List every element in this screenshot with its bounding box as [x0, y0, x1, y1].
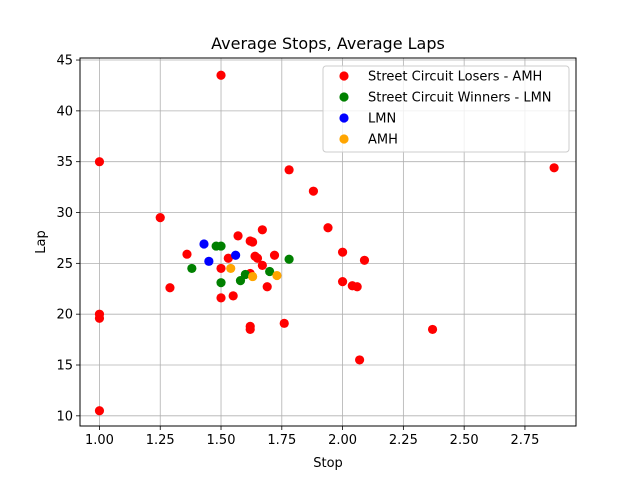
data-point-series-0 — [427, 324, 438, 335]
x-tick-label: 2.25 — [389, 433, 418, 448]
data-point-series-0 — [94, 406, 105, 416]
data-point-series-0 — [248, 237, 258, 247]
data-point-series-0 — [94, 157, 105, 167]
x-axis-title: Stop — [313, 456, 343, 471]
data-point-series-0 — [269, 250, 280, 260]
plot-frame — [79, 57, 577, 427]
data-point-series-0 — [216, 293, 226, 303]
data-point-series-3 — [272, 270, 282, 281]
legend-label: AMH — [368, 133, 398, 148]
chart-title: Average Stops, Average Laps — [211, 34, 445, 53]
y-tick-label: 15 — [56, 359, 73, 374]
x-tick-label: 2.50 — [450, 433, 479, 448]
data-point-series-0 — [337, 247, 348, 257]
data-point-series-0 — [223, 253, 233, 263]
y-tick-label: 10 — [56, 409, 73, 424]
legend-marker — [339, 92, 349, 102]
y-tick-label: 20 — [56, 308, 73, 323]
x-tick-label: 2.75 — [510, 433, 539, 448]
data-point-series-0 — [262, 282, 272, 292]
data-point-series-0 — [257, 225, 267, 235]
x-tick-label: 1.00 — [85, 433, 114, 448]
data-point-series-1 — [216, 278, 226, 288]
legend-marker — [339, 113, 349, 123]
axis-ticks: 1.00 1.25 1.50 1.75 2.00 2.25 2.50 2.75 10 15 20 25… — [56, 54, 539, 448]
data-point-series-0 — [216, 70, 226, 80]
x-tick-label: 1.25 — [146, 433, 175, 448]
data-point-series-0 — [257, 260, 267, 270]
y-tick-label: 40 — [56, 104, 73, 119]
data-point-series-0 — [216, 263, 226, 274]
data-point-series-0 — [352, 282, 362, 292]
data-point-series-0 — [359, 255, 370, 265]
data-point-series-0 — [279, 318, 289, 328]
data-point-series-0 — [337, 277, 348, 287]
data-point-series-1 — [216, 241, 226, 251]
data-point-series-2 — [199, 239, 209, 249]
data-points — [94, 70, 559, 416]
y-tick-label: 35 — [56, 155, 73, 170]
data-point-series-0 — [355, 355, 365, 365]
data-point-series-0 — [252, 253, 263, 263]
y-tick-label: 25 — [56, 257, 73, 272]
data-point-series-0 — [245, 324, 255, 335]
data-point-series-3 — [226, 263, 236, 274]
y-axis-title: Lap — [34, 230, 49, 253]
legend-label: Street Circuit Losers - AMH — [368, 70, 542, 85]
data-point-series-0 — [323, 223, 333, 233]
data-point-series-1 — [284, 254, 294, 264]
data-point-series-1 — [240, 269, 250, 280]
data-point-series-1 — [187, 263, 197, 274]
legend-label: LMN — [368, 112, 396, 127]
data-point-series-0 — [155, 213, 165, 223]
data-point-series-1 — [265, 266, 275, 277]
x-tick-label: 1.50 — [207, 433, 236, 448]
data-point-series-0 — [94, 313, 105, 323]
data-point-series-0 — [165, 283, 175, 293]
legend-marker — [339, 134, 349, 144]
legend-label: Street Circuit Winners - LMN — [368, 91, 552, 106]
legend-marker — [339, 71, 349, 81]
y-tick-label: 45 — [56, 54, 73, 69]
data-point-series-0 — [182, 249, 192, 259]
data-point-series-0 — [284, 165, 294, 175]
legend: Street Circuit Losers - AMH Street Circui… — [322, 65, 570, 153]
x-tick-label: 1.75 — [267, 433, 296, 448]
data-point-series-2 — [231, 250, 241, 260]
data-point-series-2 — [204, 256, 214, 266]
data-point-series-0 — [228, 291, 238, 301]
legend-box — [322, 65, 570, 153]
x-tick-label: 2.00 — [328, 433, 357, 448]
data-point-series-0 — [549, 163, 559, 173]
data-point-series-3 — [248, 271, 258, 282]
y-tick-label: 30 — [56, 206, 73, 221]
data-point-series-0 — [233, 231, 243, 241]
data-point-series-0 — [308, 186, 319, 196]
